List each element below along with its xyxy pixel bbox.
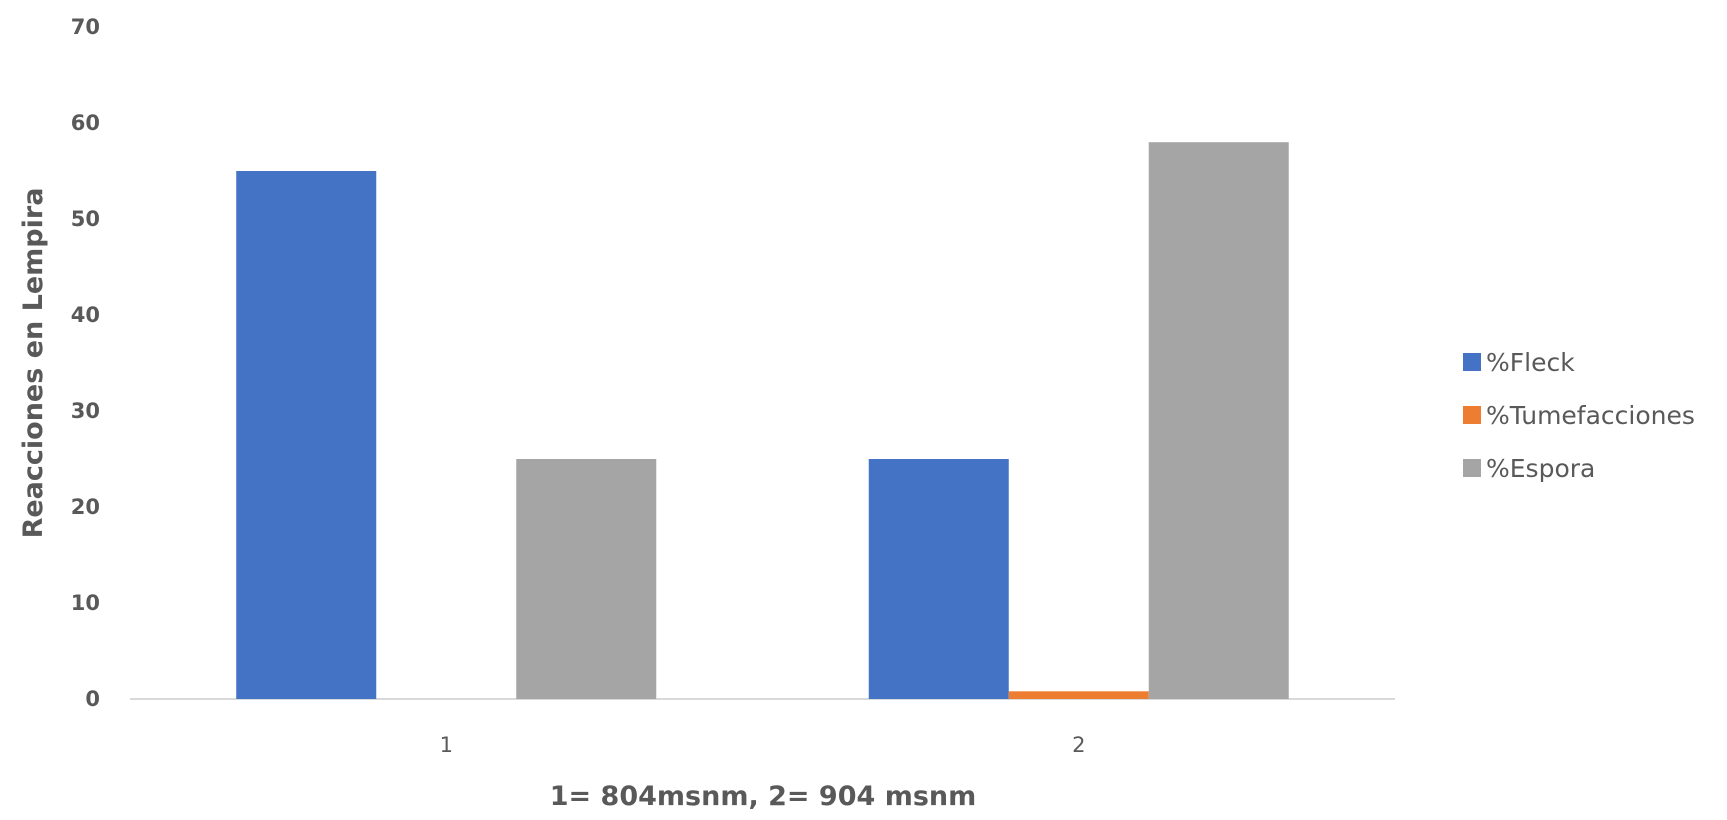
x-axis-title: 1= 804msnm, 2= 904 msnm [550, 781, 977, 812]
y-tick-label: 20 [71, 495, 100, 519]
bar-fleck-cat-1 [236, 171, 377, 699]
bars [236, 142, 1289, 699]
legend-label: %Tumefacciones [1486, 401, 1695, 430]
y-tick-label: 70 [71, 15, 100, 39]
legend-label: %Espora [1486, 454, 1595, 483]
y-axis-title: Reacciones en Lempira [18, 188, 49, 539]
bar-espora-cat-1 [516, 459, 657, 699]
y-axis-ticks: 0 10 20 30 40 50 60 70 [71, 15, 100, 711]
bar-tumefacciones-cat-2 [1008, 691, 1149, 699]
x-tick-label: 1 [440, 733, 453, 757]
legend-swatch [1463, 353, 1481, 371]
x-tick-label: 2 [1072, 733, 1085, 757]
y-tick-label: 60 [71, 111, 100, 135]
legend-swatch [1463, 459, 1481, 477]
y-tick-label: 30 [71, 399, 100, 423]
y-tick-label: 40 [71, 303, 100, 327]
legend: %Fleck %Tumefacciones %Espora [1463, 348, 1695, 483]
bar-espora-cat-2 [1148, 142, 1289, 699]
y-tick-label: 50 [71, 207, 100, 231]
legend-label: %Fleck [1486, 348, 1575, 377]
legend-swatch [1463, 406, 1481, 424]
y-tick-label: 0 [85, 687, 100, 711]
bar-fleck-cat-2 [868, 459, 1009, 699]
y-tick-label: 10 [71, 591, 100, 615]
